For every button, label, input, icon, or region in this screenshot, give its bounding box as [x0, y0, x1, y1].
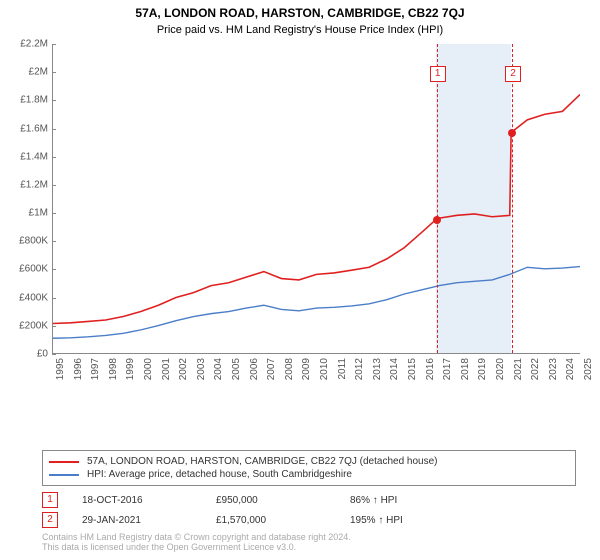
y-tick — [52, 185, 56, 186]
x-axis-label: 2005 — [231, 358, 242, 380]
x-axis-label: 2008 — [284, 358, 295, 380]
x-axis-label: 2007 — [266, 358, 277, 380]
x-axis-label: 2021 — [513, 358, 524, 380]
x-axis-label: 2019 — [477, 358, 488, 380]
x-axis-label: 2001 — [161, 358, 172, 380]
legend-label: 57A, LONDON ROAD, HARSTON, CAMBRIDGE, CB… — [87, 456, 438, 467]
y-tick — [52, 213, 56, 214]
x-axis-label: 1995 — [55, 358, 66, 380]
y-tick — [52, 354, 56, 355]
x-axis-label: 2000 — [143, 358, 154, 380]
x-axis-label: 2004 — [213, 358, 224, 380]
y-axis-label: £600K — [19, 264, 48, 275]
x-axis-label: 2014 — [389, 358, 400, 380]
y-tick — [52, 100, 56, 101]
x-axis-label: 2016 — [425, 358, 436, 380]
y-axis-label: £800K — [19, 236, 48, 247]
legend-swatch — [49, 474, 79, 476]
legend-item: HPI: Average price, detached house, Sout… — [49, 468, 569, 481]
y-tick — [52, 129, 56, 130]
transaction-dot — [508, 129, 516, 137]
footer-line-1: Contains HM Land Registry data © Crown c… — [42, 532, 351, 542]
legend-label: HPI: Average price, detached house, Sout… — [87, 469, 352, 480]
legend-swatch — [49, 461, 79, 463]
chart-area: 12 £0£200K£400K£600K£800K£1M£1.2M£1.4M£1… — [0, 40, 600, 400]
legend-item: 57A, LONDON ROAD, HARSTON, CAMBRIDGE, CB… — [49, 455, 569, 468]
transaction-marker: 1 — [42, 492, 58, 508]
y-axis-label: £1.4M — [20, 151, 48, 162]
transaction-marker: 2 — [505, 66, 521, 82]
y-tick — [52, 72, 56, 73]
x-axis-label: 2015 — [407, 358, 418, 380]
chart-subtitle: Price paid vs. HM Land Registry's House … — [0, 20, 600, 36]
chart-container: 57A, LONDON ROAD, HARSTON, CAMBRIDGE, CB… — [0, 0, 600, 560]
transaction-dot — [433, 216, 441, 224]
y-axis-label: £2M — [29, 67, 48, 78]
x-axis-label: 2010 — [319, 358, 330, 380]
x-axis-label: 1996 — [73, 358, 84, 380]
x-axis-label: 2025 — [583, 358, 594, 380]
y-tick — [52, 157, 56, 158]
y-axis-label: £2.2M — [20, 39, 48, 50]
transaction-price: £950,000 — [216, 495, 326, 506]
y-tick — [52, 298, 56, 299]
x-axis-label: 2018 — [460, 358, 471, 380]
y-tick — [52, 326, 56, 327]
y-axis-label: £1.6M — [20, 123, 48, 134]
transaction-hpi: 86% ↑ HPI — [350, 495, 397, 506]
x-axis-label: 2012 — [354, 358, 365, 380]
x-axis-label: 1999 — [125, 358, 136, 380]
series-svg — [53, 44, 580, 353]
y-axis-label: £1.2M — [20, 179, 48, 190]
x-axis-label: 2003 — [196, 358, 207, 380]
transaction-row: 1 18-OCT-2016 £950,000 86% ↑ HPI — [42, 490, 562, 510]
y-axis-label: £1M — [29, 208, 48, 219]
transaction-date: 29-JAN-2021 — [82, 515, 192, 526]
x-axis-label: 2017 — [442, 358, 453, 380]
y-axis-label: £1.8M — [20, 95, 48, 106]
transaction-table: 1 18-OCT-2016 £950,000 86% ↑ HPI 2 29-JAN-202… — [42, 490, 562, 530]
y-axis-label: £400K — [19, 292, 48, 303]
x-axis-label: 2022 — [530, 358, 541, 380]
x-axis-label: 2002 — [178, 358, 189, 380]
transaction-marker: 2 — [42, 512, 58, 528]
y-tick — [52, 241, 56, 242]
legend: 57A, LONDON ROAD, HARSTON, CAMBRIDGE, CB… — [42, 450, 576, 486]
x-axis-label: 2006 — [249, 358, 260, 380]
x-axis-label: 2023 — [548, 358, 559, 380]
x-axis-label: 2009 — [301, 358, 312, 380]
transaction-guideline — [512, 44, 513, 353]
y-tick — [52, 44, 56, 45]
footer-line-2: This data is licensed under the Open Gov… — [42, 542, 351, 552]
transaction-marker: 1 — [430, 66, 446, 82]
transaction-row: 2 29-JAN-2021 £1,570,000 195% ↑ HPI — [42, 510, 562, 530]
x-axis-label: 2013 — [372, 358, 383, 380]
x-axis-label: 1998 — [108, 358, 119, 380]
x-axis-label: 1997 — [90, 358, 101, 380]
x-axis-label: 2020 — [495, 358, 506, 380]
transaction-price: £1,570,000 — [216, 515, 326, 526]
x-axis-label: 2011 — [337, 358, 348, 380]
y-axis-label: £200K — [19, 320, 48, 331]
transaction-guideline — [437, 44, 438, 353]
y-tick — [52, 269, 56, 270]
plot-area: 12 — [52, 44, 580, 354]
chart-title: 57A, LONDON ROAD, HARSTON, CAMBRIDGE, CB… — [0, 0, 600, 20]
y-axis-label: £0 — [37, 349, 48, 360]
transaction-date: 18-OCT-2016 — [82, 495, 192, 506]
x-axis-label: 2024 — [565, 358, 576, 380]
transaction-hpi: 195% ↑ HPI — [350, 515, 403, 526]
footer-attribution: Contains HM Land Registry data © Crown c… — [42, 532, 351, 553]
